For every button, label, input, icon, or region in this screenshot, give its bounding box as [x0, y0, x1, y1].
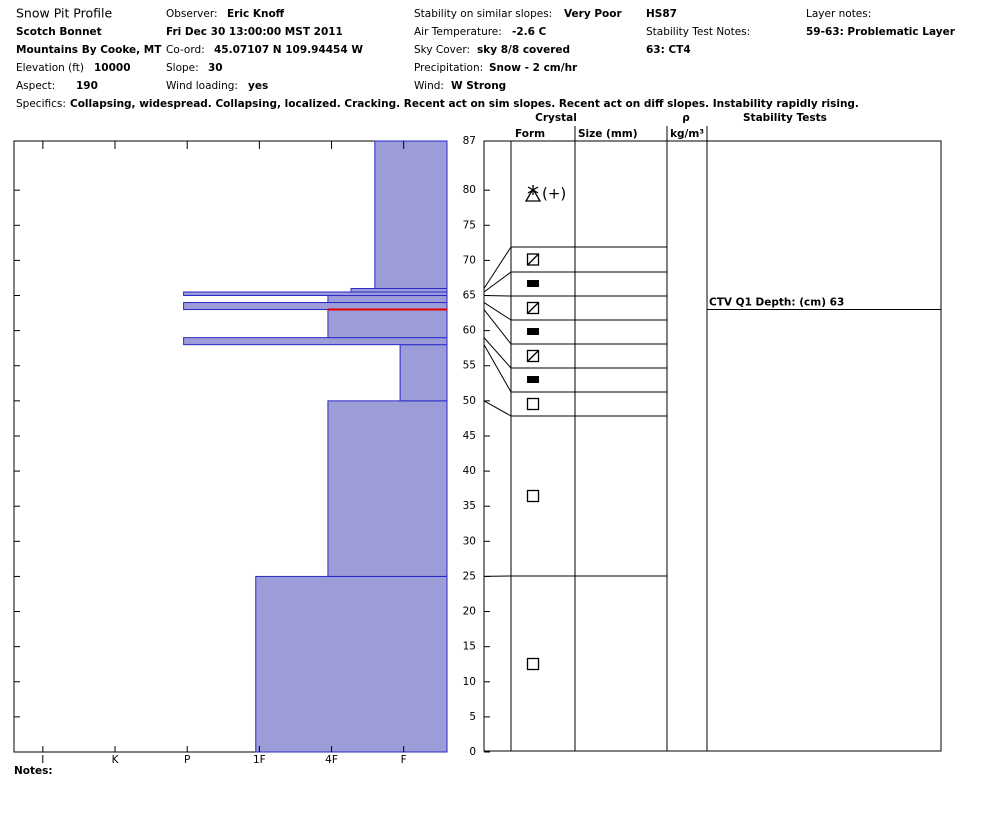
y-tick-label: 35 — [463, 500, 476, 512]
x-tick-label: I — [41, 754, 44, 766]
hardness-bar — [327, 400, 448, 577]
layer-connector — [483, 271, 512, 293]
grain-symbol — [526, 397, 540, 411]
hardness-bar — [327, 295, 448, 304]
stability-label: CTV Q1 Depth: (cm) 63 — [709, 297, 844, 309]
hardness-bar — [255, 575, 448, 753]
grain-symbol — [526, 349, 540, 363]
field-value: HS87 — [646, 8, 677, 20]
layer-connector — [483, 309, 512, 345]
y-tick-label: 20 — [463, 606, 476, 618]
field-value: Very Poor — [564, 8, 622, 20]
hardness-bar — [183, 302, 448, 311]
x-tick-label: 1F — [253, 754, 266, 766]
y-tick-label: 75 — [463, 219, 476, 231]
hardness-bar — [183, 291, 448, 297]
field-label: Specifics: — [16, 98, 66, 110]
y-tick-label: 30 — [463, 535, 476, 547]
grain-symbol — [527, 376, 539, 383]
y-tick-label: 10 — [463, 676, 476, 688]
field-label: Co-ord: — [166, 44, 205, 56]
y-tick-label: 70 — [463, 254, 476, 266]
column-header: ρ — [682, 112, 690, 124]
y-tick-label: 40 — [463, 465, 476, 477]
column-header: Size (mm) — [578, 128, 638, 140]
y-tick-label: 80 — [463, 184, 476, 196]
field-value: Snow - 2 cm/hr — [489, 62, 578, 74]
field-value: W Strong — [451, 80, 506, 92]
field-value: 190 — [76, 80, 98, 92]
field-value: 59-63: Problematic Layer — [806, 26, 956, 38]
field-value: Scotch Bonnet — [16, 26, 102, 38]
grain-symbol — [526, 489, 540, 503]
field-value: 63: CT4 — [646, 44, 691, 56]
grain-symbol — [526, 657, 540, 671]
column-header: Crystal — [535, 112, 577, 124]
x-tick-label: P — [184, 754, 190, 766]
field-label: Stability on similar slopes: — [414, 8, 552, 20]
y-tick-label: 45 — [463, 430, 476, 442]
y-tick-label: 50 — [463, 395, 476, 407]
column-header: Stability Tests — [743, 112, 827, 124]
grain-symbol — [527, 328, 539, 335]
profile-frame — [483, 140, 942, 752]
field-label: Aspect: — [16, 80, 55, 92]
grain-symbol — [527, 302, 539, 314]
field-value: yes — [248, 80, 268, 92]
x-tick-label: K — [112, 754, 120, 766]
grain-symbol — [526, 253, 540, 266]
y-tick-label: 5 — [469, 711, 476, 723]
y-tick-label: 25 — [463, 570, 476, 582]
grain-symbol — [527, 280, 539, 287]
layer-connector — [483, 337, 512, 369]
hardness-bar — [327, 309, 448, 339]
field-value: 30 — [208, 62, 223, 74]
y-tick-label: 15 — [463, 641, 476, 653]
page-title: Snow Pit Profile — [16, 6, 112, 21]
notes-label: Notes: — [14, 765, 53, 777]
hardness-bar — [374, 140, 448, 289]
field-label: Slope: — [166, 62, 199, 74]
hardness-bar — [183, 337, 448, 346]
field-label: Wind loading: — [166, 80, 238, 92]
column-header: Form — [515, 128, 545, 140]
field-value: Collapsing, widespread. Collapsing, loca… — [70, 98, 859, 110]
layer-connector — [483, 400, 512, 417]
grain-symbol — [526, 301, 540, 315]
hardness-bar — [399, 344, 448, 402]
column-header: kg/m³ — [670, 128, 704, 140]
layer-connector — [483, 246, 512, 289]
field-label: Elevation (ft) — [16, 62, 84, 74]
y-tick-label: 65 — [463, 290, 476, 302]
field-label: Layer notes: — [806, 8, 871, 20]
field-value: 45.07107 N 109.94454 W — [214, 44, 363, 56]
y-tick-label: 60 — [463, 325, 476, 337]
field-value: sky 8/8 covered — [477, 44, 570, 56]
field-value: -2.6 C — [512, 26, 547, 38]
x-tick-label: 4F — [325, 754, 338, 766]
field-label: Observer: — [166, 8, 218, 20]
field-value: Eric Knoff — [227, 8, 285, 20]
grain-symbol — [524, 185, 542, 202]
y-tick-label: 55 — [463, 360, 476, 372]
layer-connector — [483, 344, 512, 393]
field-label: Sky Cover: — [414, 44, 470, 56]
grain-suffix: (+) — [542, 185, 566, 203]
y-tick-label: 87 — [463, 135, 476, 147]
hardness-bar — [350, 287, 448, 293]
layer-connector — [483, 302, 512, 321]
field-label: Stability Test Notes: — [646, 26, 750, 38]
grain-symbol — [527, 253, 539, 266]
field-value: 10000 — [94, 62, 131, 74]
field-value: Fri Dec 30 13:00:00 MST 2011 — [166, 26, 343, 38]
x-tick-label: F — [401, 754, 407, 766]
field-value: Mountains By Cooke, MT — [16, 44, 162, 56]
field-label: Air Temperature: — [414, 26, 502, 38]
y-tick-label: 0 — [469, 746, 476, 758]
field-label: Wind: — [414, 80, 444, 92]
field-label: Precipitation: — [414, 62, 483, 74]
grain-symbol — [527, 350, 539, 362]
